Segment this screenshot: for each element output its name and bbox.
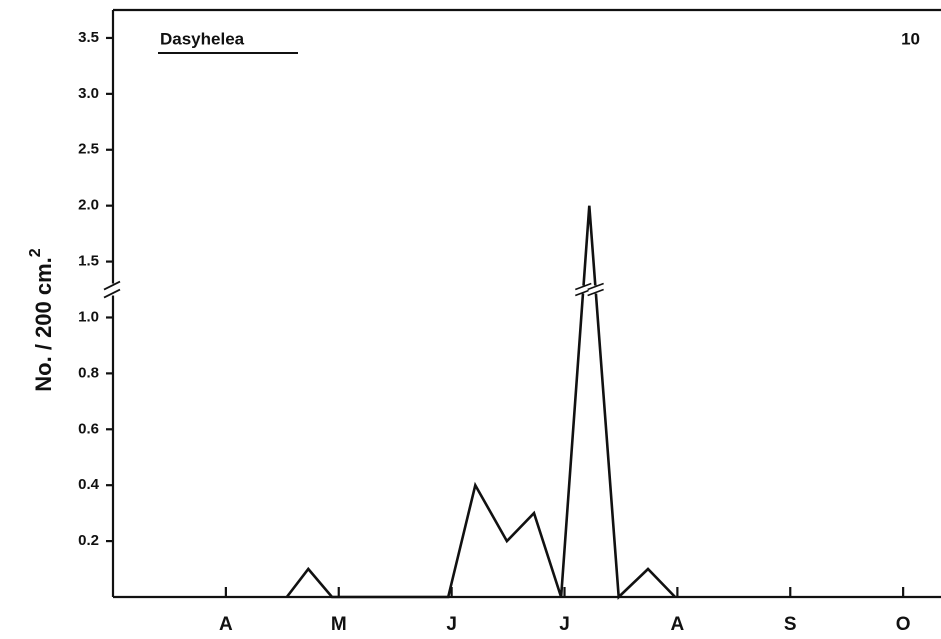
line-break-slash [587,282,604,291]
x-tick-label: J [559,614,570,635]
y-tick-label: 2.5 [78,141,99,158]
x-tick-label: O [896,614,911,635]
line-break-slash [575,288,592,297]
axis-break-slash [103,280,121,291]
y-tick-label: 0.8 [78,364,99,381]
y-tick-label: 3.0 [78,85,99,102]
axis-break-slash [103,288,121,299]
line-break-slash [587,288,604,297]
annotation: 10 [901,29,920,48]
y-tick-label: 1.0 [78,308,99,325]
line-break-gap [588,285,603,294]
data-line [285,205,677,600]
x-tick-label: M [331,614,347,635]
y-axis-label: No. / 200 cm.2 [27,248,56,392]
line-break-gap [576,285,591,294]
line-break-slash [575,282,592,291]
x-tick-label: A [219,614,233,635]
y-tick-label: 0.2 [78,532,99,549]
y-tick-label: 1.5 [78,253,99,270]
x-tick-label: J [446,614,457,635]
y-label-superscript: 2 [27,248,44,257]
y-tick-label: 2.0 [78,197,99,214]
x-tick-label: S [784,614,797,635]
y-tick-label: 0.4 [78,476,100,493]
chart-title: Dasyhelea [160,29,245,48]
x-tick-label: A [671,614,685,635]
y-tick-label: 0.6 [78,420,99,437]
y-label-text: No. / 200 cm. [31,257,56,392]
y-tick-label: 3.5 [78,29,99,46]
